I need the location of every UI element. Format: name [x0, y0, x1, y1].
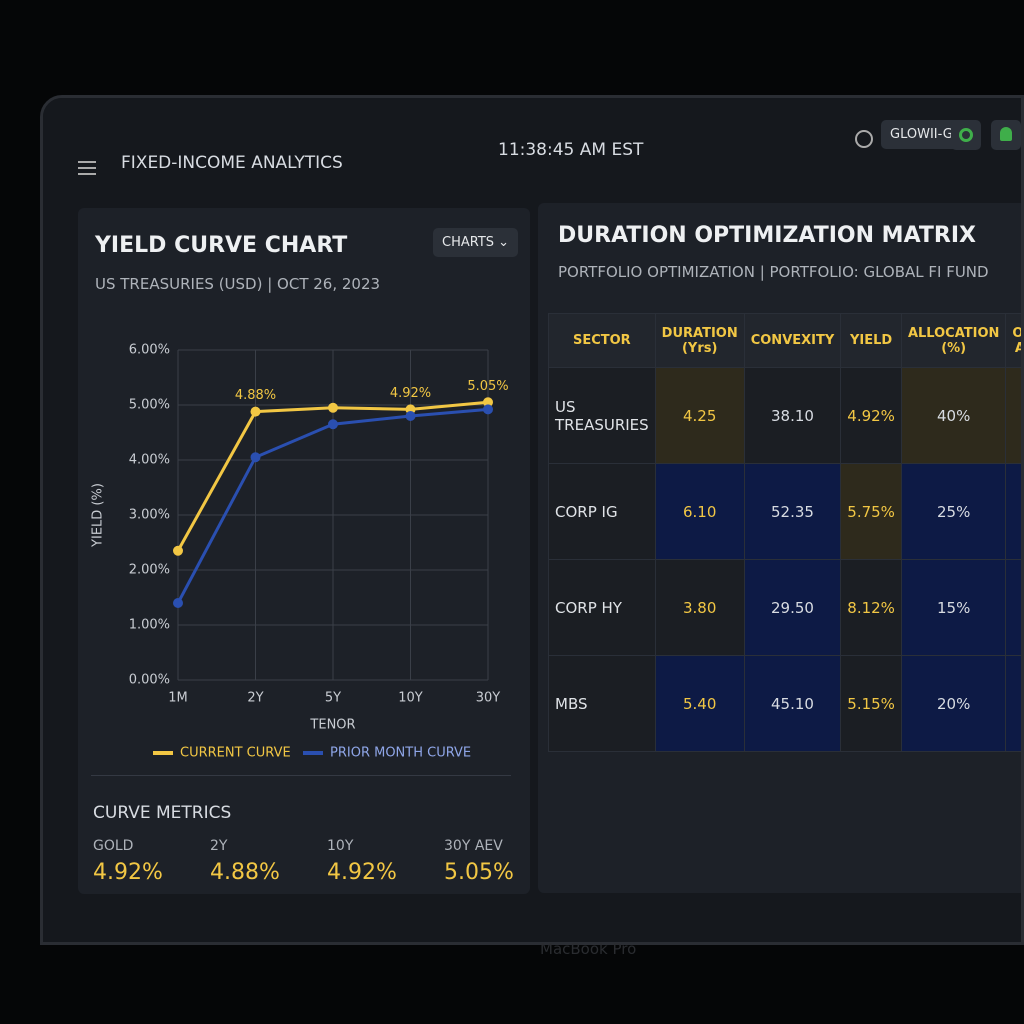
x-tick-label: 2Y	[247, 691, 263, 706]
data-point	[173, 598, 183, 608]
matrix-cell: 15%	[900, 559, 1007, 656]
matrix-cell: 45.10	[743, 655, 842, 752]
matrix-cell: CORP IG	[548, 463, 656, 560]
matrix-cell: 35%	[1005, 367, 1021, 464]
matrix-cell: 25%	[900, 463, 1007, 560]
bezel-label: MacBook Pro	[540, 940, 637, 958]
matrix-subtitle: PORTFOLIO OPTIMIZATION | PORTFOLIO: GLOB…	[558, 263, 989, 281]
data-point	[483, 404, 493, 415]
data-point	[405, 411, 416, 421]
menu-icon[interactable]	[78, 161, 96, 175]
column-header: ALLOCATION (%)	[900, 313, 1007, 368]
matrix-cell: MBS	[548, 655, 656, 752]
x-axis-label: TENOR	[309, 718, 355, 733]
data-label: 4.88%	[235, 388, 276, 403]
button-label: CHARTS	[442, 235, 495, 250]
matrix-cell: 20%	[1005, 559, 1021, 656]
data-point	[328, 402, 338, 413]
legend-label: CURRENT CURVE	[180, 746, 291, 761]
y-axis-label: YIELD (%)	[91, 483, 106, 548]
matrix-cell: 52.35	[743, 463, 842, 560]
yield-chart: 0.00% 1.00% 2.00% 3.00% 4.00% 5.00% 6.00% 1M 2Y 5…	[91, 343, 509, 761]
yield-panel	[78, 208, 530, 894]
x-tick-label: 10Y	[398, 691, 423, 706]
metric: 10Y 4.92%	[327, 838, 397, 885]
charts-button[interactable]: CHARTS ⌄	[433, 228, 519, 257]
matrix-table: SECTOR DURATION (Yrs) CONVEXITY YIELD ALLOCA…	[548, 313, 1021, 752]
metric-label: GOLD	[93, 838, 134, 854]
metrics-title: CURVE METRICS	[93, 803, 232, 823]
data-point	[328, 419, 338, 430]
matrix-title: DURATION OPTIMIZATION MATRIX	[558, 223, 976, 248]
notification-icon[interactable]	[991, 120, 1021, 150]
metric-label: 30Y AEV	[444, 838, 503, 854]
column-header: DURATION (Yrs)	[654, 313, 745, 368]
x-tick-label: 30Y	[476, 691, 501, 706]
user-button[interactable]: GLOWII-G	[881, 120, 962, 149]
header-row: SECTOR DURATION (Yrs) CONVEXITY YIELD ALLOCA…	[548, 313, 1021, 368]
metric-value: 5.05%	[444, 860, 514, 885]
y-tick-label: 0.00%	[129, 673, 170, 688]
matrix-cell: 38.10	[743, 367, 842, 464]
history-icon[interactable]	[855, 130, 873, 148]
clock: 11:38:45 AM EST	[498, 140, 644, 160]
y-tick-label: 5.00%	[129, 398, 170, 413]
matrix-cell: 8.12%	[840, 559, 902, 656]
column-header: SECTOR	[548, 313, 656, 368]
matrix-cell: 4.92%	[840, 367, 902, 464]
y-tick-label: 1.00%	[129, 618, 170, 633]
matrix-cell: US TREASURIES	[548, 367, 656, 464]
matrix-cell: 6.10	[654, 463, 745, 560]
metric: GOLD 4.92%	[93, 838, 163, 885]
y-tick-label: 6.00%	[129, 343, 170, 358]
legend-label: PRIOR MONTH CURVE	[330, 746, 471, 761]
y-tick-label: 3.00%	[129, 508, 170, 523]
matrix-cell: 20%	[900, 655, 1007, 752]
x-tick-label: 1M	[168, 691, 188, 706]
metric-value: 4.92%	[327, 860, 397, 885]
metric: 2Y 4.88%	[210, 838, 280, 885]
matrix-cell: 4.25	[654, 367, 745, 464]
column-header: OPTIMIZED ALLOC (%)	[1005, 313, 1021, 368]
settings-icon[interactable]	[951, 120, 981, 150]
matrix-cell: CORP HY	[548, 559, 656, 656]
panel-subtitle: US TREASURIES (USD) | OCT 26, 2023	[95, 275, 381, 293]
matrix-cell: 30%	[1005, 463, 1021, 560]
matrix-cell: 3.80	[654, 559, 745, 656]
matrix-cell: 29.50	[743, 559, 842, 656]
data-point	[250, 406, 261, 417]
column-header: CONVEXITY	[743, 313, 842, 368]
matrix-cell: 40%	[900, 367, 1007, 464]
matrix-cell: 5.15%	[840, 655, 902, 752]
data-point	[173, 545, 183, 556]
metric-value: 4.88%	[210, 860, 280, 885]
y-tick-label: 4.00%	[129, 453, 170, 468]
metric-label: 10Y	[327, 838, 354, 854]
matrix-cell: 5.40	[654, 655, 745, 752]
matrix-cell: 15%	[1005, 655, 1021, 752]
panel-title: YIELD CURVE CHART	[95, 233, 348, 258]
y-tick-label: 2.00%	[129, 563, 170, 578]
metric-label: 2Y	[210, 838, 228, 854]
matrix-cell: 5.75%	[840, 463, 902, 560]
data-point	[250, 452, 261, 463]
screen: FIXED-INCOME ANALYTICS 11:38:45 AM EST G…	[40, 95, 1024, 945]
app-title: FIXED-INCOME ANALYTICS	[121, 153, 343, 173]
metrics-row: GOLD 4.92% 2Y 4.88% 10Y 4.92% 30Y AEV 5.05%	[93, 838, 514, 898]
column-header: YIELD	[840, 313, 902, 368]
data-label: 5.05%	[467, 379, 508, 394]
data-point	[483, 397, 493, 408]
metric: 30Y AEV 5.05%	[444, 838, 514, 885]
divider	[91, 775, 511, 776]
metric-value: 4.92%	[93, 860, 163, 885]
x-tick-label: 5Y	[325, 691, 341, 706]
data-label: 4.92%	[390, 386, 431, 401]
